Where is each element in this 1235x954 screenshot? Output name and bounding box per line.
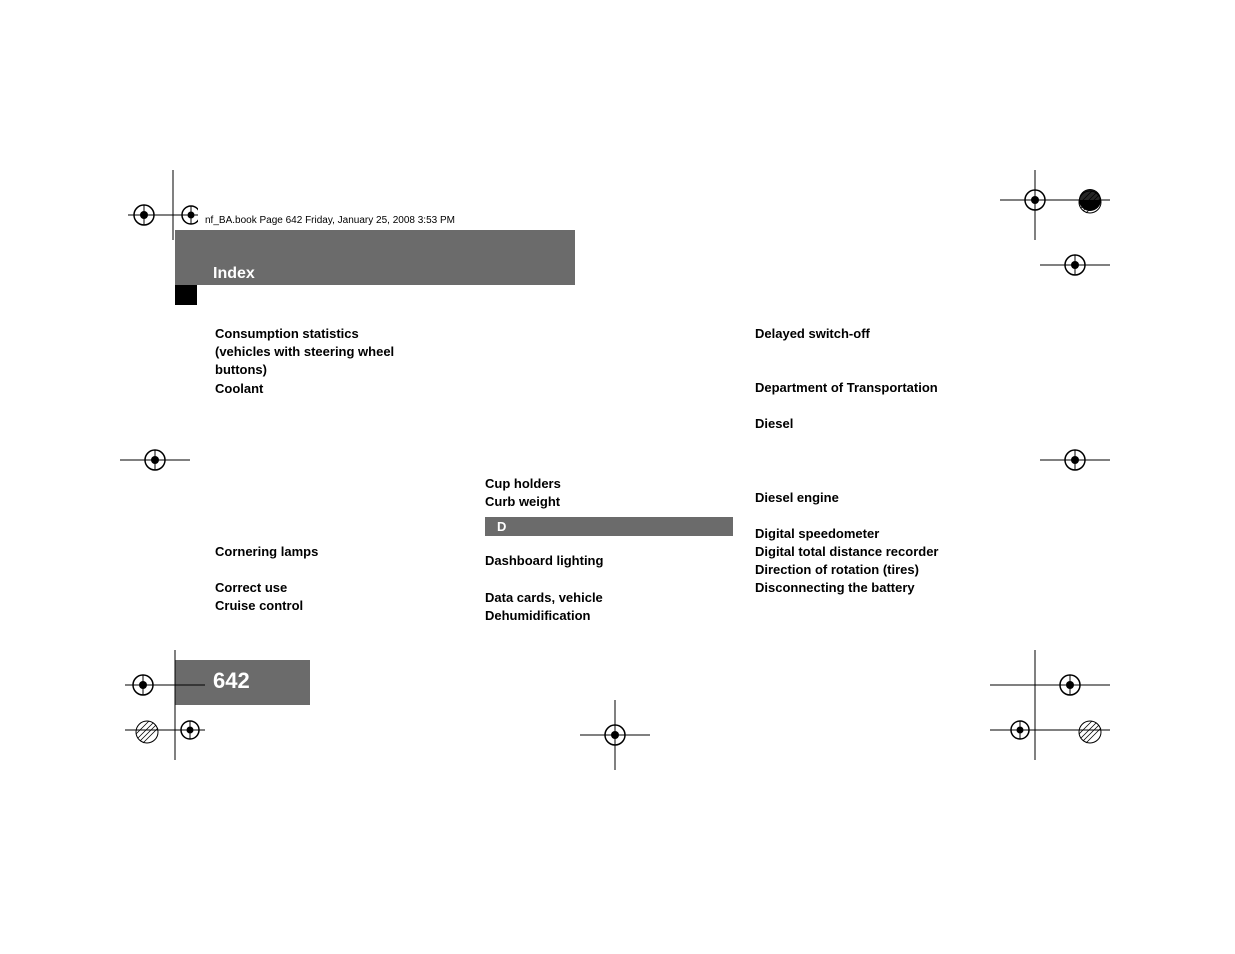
index-entry: Disconnecting the battery [755,579,1025,597]
crop-mark-icon [128,170,198,240]
header-meta-line: nf_BA.book Page 642 Friday, January 25, … [205,215,455,226]
index-entry: Cruise control [215,597,465,615]
crop-mark-icon [1040,435,1110,485]
index-entry: Coolant [215,380,465,398]
index-entry: Delayed switch-off [755,325,1025,343]
index-entry: Data cards, vehicle [485,589,735,607]
page-container: nf_BA.book Page 642 Friday, January 25, … [130,170,1105,750]
index-entry: Digital total distance recorder [755,543,1025,561]
black-tab [175,285,197,305]
index-entry: Consumption statistics [215,325,465,343]
index-entry: Cornering lamps [215,543,465,561]
crop-mark-hatched-icon [135,720,159,744]
index-entry: Curb weight [485,493,735,511]
index-entry: Direction of rotation (tires) [755,561,1025,579]
section-letter-d: D [485,517,733,536]
index-entry: Diesel [755,415,1025,433]
index-title: Index [213,265,255,283]
crop-mark-icon [580,700,650,770]
index-column-3: Delayed switch-off Department of Transpo… [755,325,1025,598]
page-number: 642 [213,668,250,694]
crop-mark-icon [120,435,190,485]
index-entry: Dashboard lighting [485,552,735,570]
index-entry: (vehicles with steering wheel [215,343,465,361]
index-entry: Correct use [215,579,465,597]
index-entry: buttons) [215,361,465,379]
index-column-1: Consumption statistics (vehicles with st… [215,325,465,615]
index-entry: Cup holders [485,475,735,493]
crop-mark-hatched-icon [1078,720,1102,744]
index-entry: Digital speedometer [755,525,1025,543]
crop-mark-hatched-icon [1078,190,1102,214]
crop-mark-icon [1040,240,1110,290]
index-entry: Dehumidification [485,607,735,625]
index-entry: Diesel engine [755,489,1025,507]
index-entry: Department of Transportation [755,379,1025,397]
index-column-2: Cup holders Curb weight D Dashboard ligh… [485,325,735,625]
